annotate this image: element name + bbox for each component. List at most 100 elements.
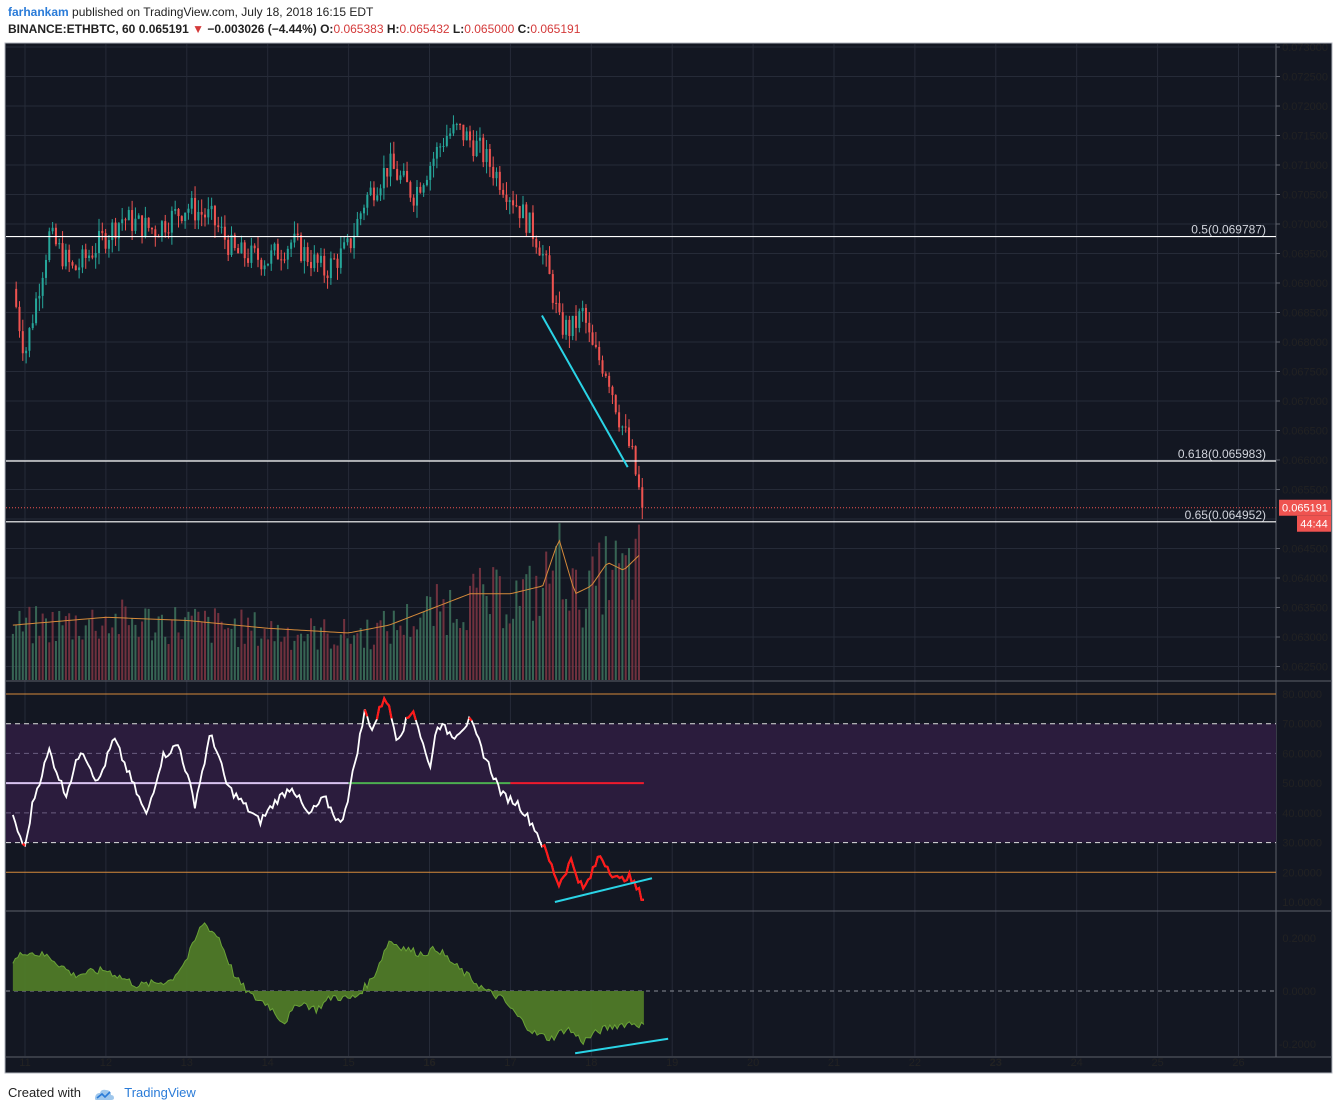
created-with-label: Created with [8,1085,81,1100]
candle-down [372,187,375,201]
candle-up [127,210,130,221]
candle-down [618,412,621,428]
candle-down [558,303,561,313]
volume-bar [35,606,38,680]
down-arrow-icon: ▼ [192,22,204,36]
candle-down [21,331,24,354]
candle-up [58,243,61,245]
close-label: C: [517,22,531,36]
candle-down [634,446,637,475]
volume-bar [475,587,478,680]
price-pane [15,115,644,520]
volume-bar [250,630,253,680]
candle-down [594,344,597,347]
volume-bar [144,608,147,680]
candle-down [412,197,415,206]
last-price-tag-label: 0.065191 [1282,503,1328,515]
volume-bar [581,627,584,680]
volume-bar [429,596,432,680]
volume-bar [11,633,14,680]
countdown-tag-label: 44:44 [1300,519,1328,531]
fib-levels: 0.5(0.069787) 0.618(0.065983) 0.65(0.06495… [6,223,1276,523]
volume-bar [28,606,31,680]
candle-down [628,427,631,447]
candle-up [44,259,48,278]
volume-bar [621,553,624,680]
candle-up [174,209,177,211]
candle-down [243,242,246,259]
candle-down [555,302,558,304]
price-tick-label: 0.070000 [1282,219,1328,231]
rsi-tick-label: 40.0000 [1282,808,1322,820]
tradingview-brand-link[interactable]: TradingView [124,1085,196,1100]
volume-bar [618,563,621,680]
volume-bar [528,565,531,680]
volume-bar [263,629,266,680]
date-tick-label: 26 [1232,1057,1244,1069]
volume-bar [44,618,48,680]
candle-up [94,253,97,258]
candle-down [518,205,521,219]
volume-bar [561,599,564,680]
date-tick-label: 18 [585,1057,597,1069]
volume-bar [323,619,326,680]
volume-bar [449,589,452,680]
candle-down [260,259,263,270]
volume-bar [157,616,160,680]
candle-up [270,250,273,264]
volume-bar [548,583,551,680]
footer: Created with TradingView [8,1085,196,1101]
volume-bar [614,540,617,680]
volume-bar [369,649,372,680]
candle-down [84,249,87,258]
price-tick-label: 0.068000 [1282,337,1328,349]
candle-down [306,247,309,262]
volume-bar [247,617,250,680]
author-name[interactable]: farhankam [8,5,69,19]
candle-down [531,212,534,239]
candle-down [233,234,236,249]
volume-bar [256,645,260,680]
candle-down [588,322,591,333]
volume-bar [121,599,124,680]
candle-up [478,137,481,141]
candle-up [432,158,435,166]
volume-bar [303,641,306,680]
candle-up [286,248,289,260]
candle-up [571,315,574,337]
candle-down [409,182,412,198]
price-tick-label: 0.072000 [1282,101,1328,113]
volume-bar [94,630,97,680]
macd-line [12,922,645,1046]
candle-down [296,233,299,236]
volume-bar [117,634,120,680]
volume-bar [18,610,21,680]
candle-down [131,210,134,231]
volume-bar [240,609,243,680]
volume-bar [326,633,329,680]
volume-bar [568,610,571,680]
last-price-tag-bg [1279,499,1331,516]
candle-down [472,140,475,157]
volume-bar [78,635,81,680]
volume-bar [488,614,491,680]
rsi-tick-label: 10.0000 [1282,897,1322,909]
candle-up [329,258,332,279]
date-tick-label: 12 [100,1057,112,1069]
candle-down [333,258,336,260]
candle-down [61,243,64,267]
candle-down [512,200,515,206]
candle-down [598,346,601,361]
volume-bar [260,638,263,680]
rsi-tick-label: 50.0000 [1282,778,1322,790]
candle-up [117,223,120,239]
volume-bar [551,570,554,680]
publish-info: farhankam published on TradingView.com, … [8,5,373,19]
candle-down [200,211,203,215]
price-tick-label: 0.067000 [1282,396,1328,408]
symbol-info: BINANCE:ETHBTC, 60 0.065191 ▼ −0.003026 … [8,22,580,36]
volume-bar [54,640,57,680]
candle-up [343,242,346,249]
volume-bar [230,628,233,680]
